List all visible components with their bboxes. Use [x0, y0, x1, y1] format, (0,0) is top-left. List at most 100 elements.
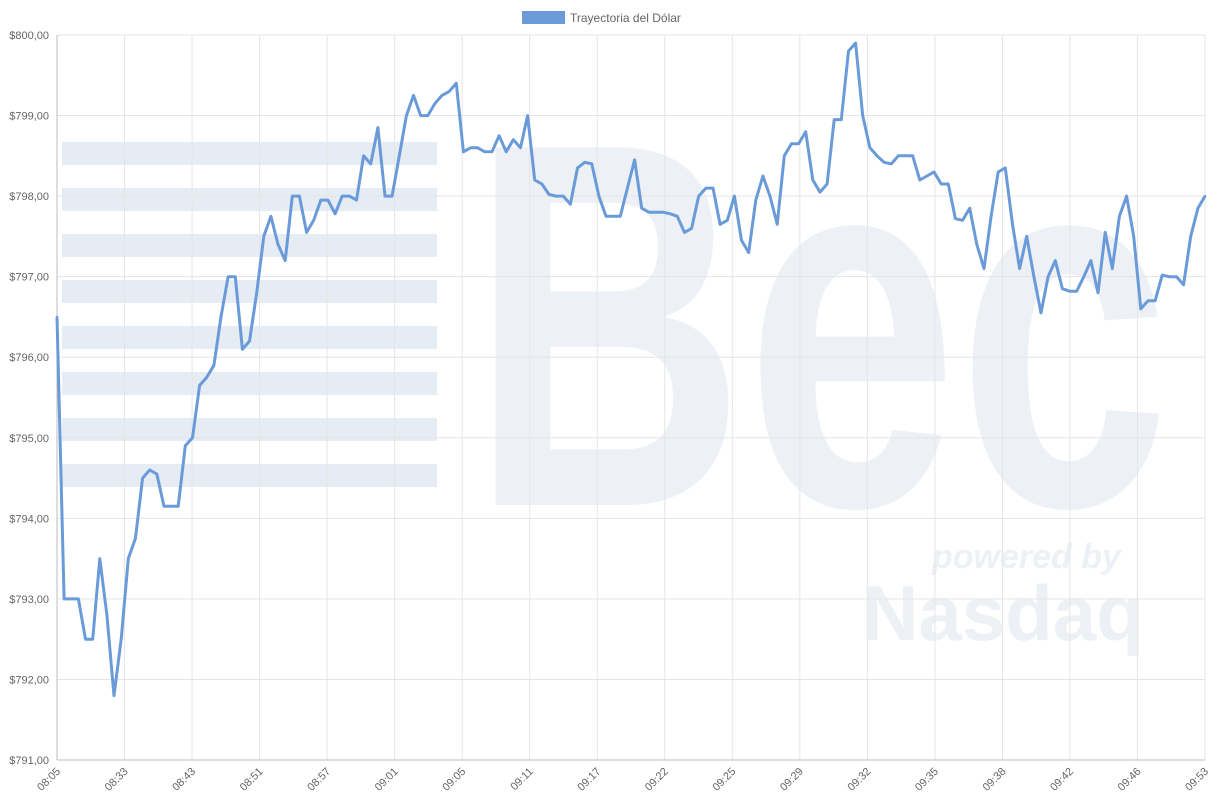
data-point [932, 170, 936, 174]
legend[interactable]: Trayectoria del Dólar [522, 11, 681, 25]
x-tick-label: 09:32 [846, 766, 874, 794]
data-point [804, 130, 807, 133]
y-tick-label: $795,00 [9, 433, 49, 445]
data-point [747, 251, 750, 254]
data-point [711, 186, 715, 190]
y-tick-label: $794,00 [9, 513, 49, 525]
data-point [697, 194, 700, 198]
x-tick-label: 09:22 [643, 766, 671, 794]
data-point [1103, 231, 1107, 234]
data-point [105, 613, 109, 617]
y-tick-label: $793,00 [9, 594, 49, 606]
data-point [590, 162, 593, 166]
data-point [440, 94, 444, 97]
y-tick-label: $791,00 [9, 755, 49, 767]
data-point [1146, 299, 1150, 303]
data-point [191, 436, 194, 439]
data-point [405, 114, 408, 117]
data-point [369, 162, 372, 166]
data-point [276, 243, 280, 246]
data-point [1168, 275, 1171, 278]
data-point [676, 215, 679, 218]
watermark-powered: powered by [931, 538, 1123, 576]
x-tick-label: 09:53 [1183, 766, 1211, 794]
x-tick-label: 09:42 [1048, 766, 1076, 794]
data-point [669, 212, 672, 216]
data-point [319, 198, 323, 202]
data-point [490, 150, 494, 154]
data-point [1096, 291, 1100, 294]
data-point [619, 215, 622, 218]
x-tick-label: 09:35 [913, 766, 941, 794]
data-point [1125, 194, 1128, 198]
data-point [882, 161, 886, 164]
data-point [918, 178, 921, 182]
data-point [127, 557, 130, 560]
data-point [611, 215, 615, 218]
data-point [989, 215, 993, 218]
data-point [847, 49, 850, 53]
data-point [626, 186, 629, 190]
data-point [961, 219, 964, 222]
data-point [390, 194, 394, 198]
data-point [112, 694, 116, 697]
data-point [754, 198, 757, 202]
data-point [283, 259, 287, 262]
x-tick-label: 09:29 [778, 766, 806, 794]
watermark-brand: Bec [470, 35, 1170, 616]
data-point [768, 194, 772, 198]
data-point [633, 158, 636, 162]
data-point [761, 174, 765, 178]
data-point [861, 114, 864, 117]
y-tick-label: $797,00 [9, 272, 49, 284]
data-point [426, 114, 429, 117]
data-point [939, 182, 943, 186]
bec-stripes-logo [62, 142, 437, 487]
data-point [55, 315, 59, 319]
data-point [1182, 283, 1185, 286]
data-point [811, 178, 815, 182]
data-point [868, 146, 872, 149]
data-point [726, 219, 729, 222]
data-point [169, 505, 173, 508]
data-point [241, 347, 244, 351]
data-point [148, 468, 151, 472]
data-point [1046, 275, 1050, 278]
data-point [740, 239, 743, 242]
data-point [455, 82, 458, 85]
data-point [604, 215, 608, 218]
data-point [968, 206, 971, 210]
data-point [1196, 206, 1200, 210]
data-point [512, 138, 515, 141]
x-tick-label: 09:11 [508, 766, 535, 793]
data-point [255, 291, 258, 294]
data-point [576, 166, 579, 170]
data-point [875, 154, 879, 158]
y-tick-label: $800,00 [9, 30, 49, 42]
x-tick-label: 09:05 [440, 766, 468, 794]
data-point [775, 223, 779, 226]
data-point [262, 235, 265, 238]
data-point [562, 194, 565, 198]
x-tick-label: 09:17 [575, 766, 603, 794]
legend-swatch [522, 11, 565, 24]
data-point [540, 182, 544, 186]
data-point [155, 472, 159, 476]
data-point [904, 154, 907, 158]
data-point [1061, 287, 1064, 290]
data-point [597, 194, 601, 198]
data-point [77, 597, 80, 601]
data-point [134, 537, 137, 540]
x-tick-label: 08:33 [103, 766, 131, 794]
data-point [219, 315, 223, 319]
data-point [1054, 259, 1057, 262]
x-tick-label: 08:51 [238, 766, 266, 794]
data-point [298, 194, 301, 198]
x-tick-label: 09:38 [981, 766, 1009, 794]
data-point [433, 102, 437, 105]
data-point [1089, 259, 1093, 262]
data-point [362, 154, 365, 158]
y-tick-label: $792,00 [9, 674, 49, 686]
data-point [462, 150, 465, 154]
